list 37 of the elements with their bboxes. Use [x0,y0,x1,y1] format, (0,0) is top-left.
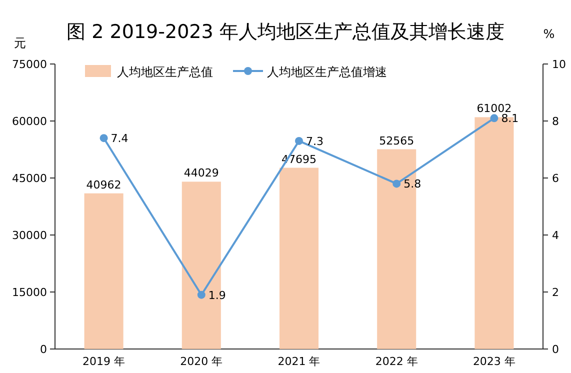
data-label: 44029 [184,166,219,180]
y-tick-label: 75000 [12,58,47,71]
x-tick-label: 2023 年 [472,355,516,368]
x-tick-label: 2021 年 [278,355,320,368]
point [392,180,401,188]
point [295,136,303,145]
point [197,290,206,299]
y-tick-label: 45000 [12,172,47,185]
x-tick-label: 2020 年 [180,355,223,368]
x-tick-label: 2022 年 [375,355,418,368]
y2-tick-label: 8 [552,115,559,128]
y2-axis-title: % [543,27,555,41]
data-label: 7.3 [306,134,324,148]
y-tick-label: 60000 [12,115,47,128]
chart-title: 图 2 2019-2023 年人均地区生产总值及其增长速度 [66,21,504,43]
legend-label: 人均地区生产总值增速 [267,65,387,79]
y-axis-title: 元 [14,36,26,50]
bar [279,168,319,349]
data-label: 7.4 [110,132,128,146]
data-label: 1.9 [208,288,226,302]
y2-tick-label: 6 [552,172,559,185]
data-label: 8.1 [501,112,519,126]
y2-tick-label: 10 [552,58,566,71]
y-tick-label: 0 [40,343,47,356]
point [490,114,498,122]
y-tick-label: 15000 [12,286,47,299]
y2-tick-label: 4 [552,229,559,242]
data-label: 40962 [86,178,122,192]
y2-tick-label: 0 [552,343,559,356]
y-tick-label: 30000 [12,229,47,242]
bar [84,193,124,349]
point [100,134,108,142]
x-tick-label: 2019 年 [82,355,126,368]
legend-label: 人均地区生产总值 [117,65,213,79]
y2-tick-label: 2 [552,286,559,299]
data-label: 52565 [379,134,414,148]
data-label: 5.8 [404,178,422,191]
